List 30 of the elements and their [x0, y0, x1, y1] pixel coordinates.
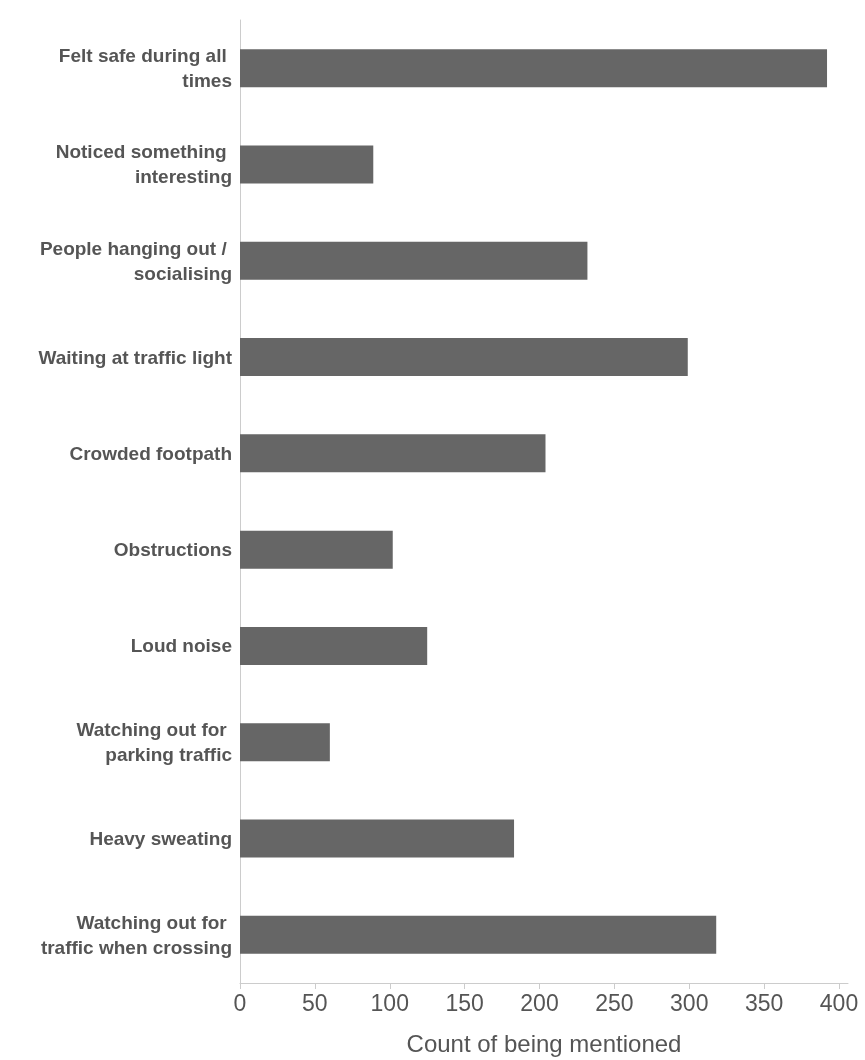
y-tick-label: Waiting at traffic light	[38, 346, 233, 368]
bar	[240, 49, 828, 88]
x-tick-label: 100	[370, 989, 409, 1016]
x-tick-label: 150	[445, 989, 484, 1016]
y-tick-label: Felt safe during all times	[58, 45, 232, 92]
x-tick-label: 0	[233, 989, 247, 1016]
y-tick-label: Loud noise	[130, 635, 232, 657]
bar	[240, 338, 688, 377]
x-tick-label: 250	[595, 989, 634, 1016]
x-tick-label: 300	[670, 989, 709, 1016]
bar	[240, 434, 546, 473]
bar	[240, 241, 588, 280]
y-tick-label: Watching out for parking traffic	[76, 719, 233, 766]
y-tick-label: People hanging out / socialising	[39, 237, 232, 284]
bar	[240, 626, 428, 665]
y-tick-label: Watching out for traffic when crossing	[40, 911, 232, 958]
bar	[240, 915, 717, 954]
x-tick-label: 200	[520, 989, 559, 1016]
bar	[240, 145, 374, 184]
y-tick-label: Obstructions	[113, 539, 232, 561]
x-tick-label: 400	[819, 989, 859, 1016]
x-tick-label: 350	[744, 989, 784, 1016]
y-tick-label: Heavy sweating	[89, 828, 232, 850]
bar	[240, 819, 515, 858]
y-tick-label: Noticed something interesting	[55, 141, 232, 188]
bar	[240, 723, 330, 762]
x-tick-label: 50	[302, 989, 328, 1016]
y-tick-label: Crowded footpath	[69, 442, 232, 464]
x-axis-title: Count of being mentioned	[406, 1029, 682, 1057]
bar	[240, 530, 393, 569]
